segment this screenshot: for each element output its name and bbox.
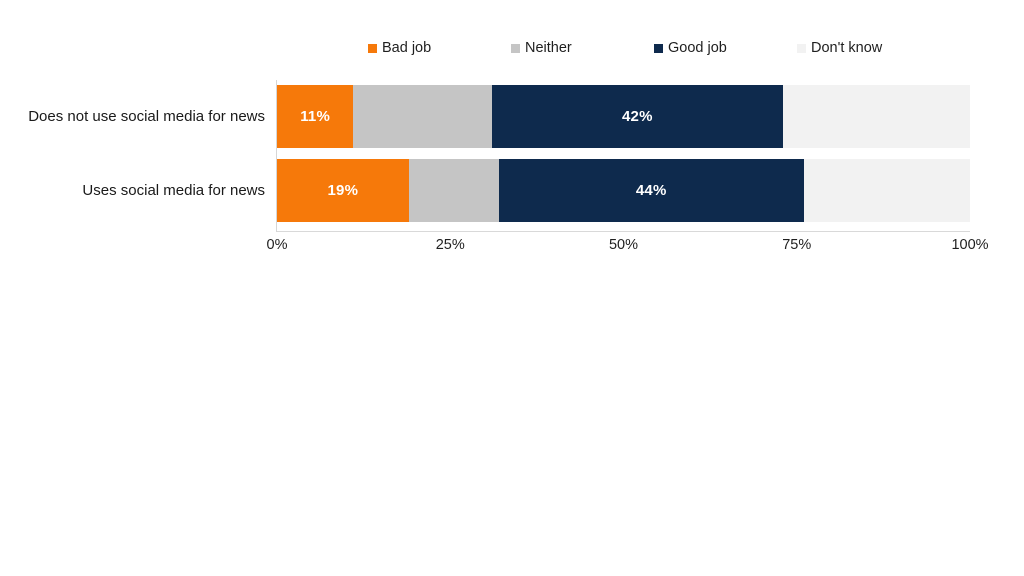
bar-segment-value: 42%: [622, 108, 653, 125]
legend-item-bad-job: Bad job: [368, 40, 511, 56]
legend-swatch-bad-job: [368, 43, 377, 53]
y-axis-line: [276, 80, 277, 232]
category-label-1: Uses social media for news: [82, 182, 265, 199]
bar-segment-don-t-know: [782, 85, 970, 148]
bar-segment-bad-job: 11%: [277, 85, 354, 148]
x-tick-label: 75%: [782, 237, 812, 253]
legend-label: Good job: [668, 40, 727, 56]
legend-swatch-neither: [511, 43, 520, 53]
bar-segment-value: 19%: [327, 182, 359, 199]
x-axis-ticks: 0% 25% 50% 75% 100%: [267, 237, 989, 257]
x-tick-label: 50%: [608, 237, 639, 253]
bar-row-1: 19% 44%: [277, 159, 970, 222]
x-tick-label: 25%: [435, 237, 465, 253]
bar-segment-neither: [408, 159, 499, 222]
x-axis-line: [277, 231, 970, 232]
bar-segment-value: 11%: [300, 108, 330, 125]
category-label-0: Does not use social media for news: [28, 108, 265, 125]
bar-segment-don-t-know: [803, 159, 970, 222]
legend-item-neither: Neither: [511, 40, 654, 56]
bar-segment-neither: [353, 85, 492, 148]
legend-label: Bad job: [382, 40, 432, 56]
legend-item-don-t-know: Don't know: [797, 40, 882, 56]
bar-segment-good-job: 42%: [491, 85, 783, 148]
legend-swatch-don-t-know: [797, 43, 806, 53]
legend-item-good-job: Good job: [654, 40, 797, 56]
legend-swatch-good-job: [654, 43, 663, 53]
category-labels: Does not use social media for news Uses s…: [0, 85, 265, 230]
x-tick-label: 100%: [951, 237, 989, 253]
plot-area: 11% 42% 19% 44% 0% 25% 50% 75% 100%: [267, 80, 989, 253]
x-tick-label: 0%: [266, 237, 288, 253]
chart-legend: Bad job Neither Good job Don't know: [368, 40, 882, 56]
legend-label: Don't know: [811, 40, 883, 56]
bar-row-0: 11% 42%: [277, 85, 970, 148]
bar-segment-bad-job: 19%: [277, 159, 409, 222]
legend-label: Neither: [525, 40, 572, 56]
bar-segment-good-job: 44%: [498, 159, 804, 222]
bar-segment-value: 44%: [635, 182, 667, 199]
